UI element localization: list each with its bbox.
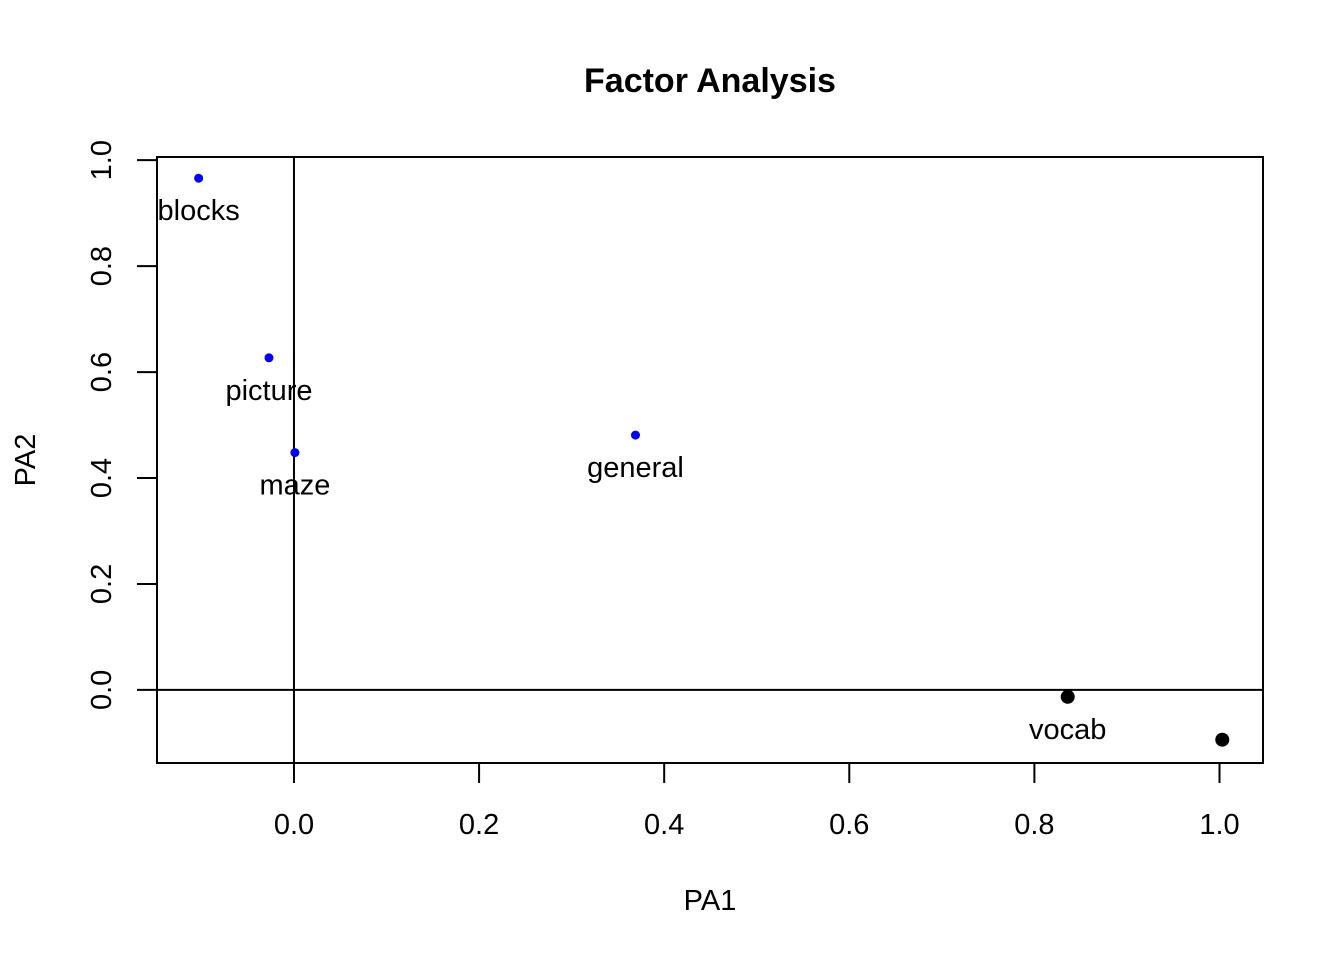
y-tick-label: 0.4 (86, 458, 118, 498)
x-axis: 0.0 0.2 0.4 0.6 0.8 1.0 (274, 762, 1240, 841)
x-tick-label: 0.4 (644, 809, 684, 841)
x-tick-label: 0.2 (459, 809, 499, 841)
x-tick-label: 0.0 (274, 809, 314, 841)
x-tick-label: 1.0 (1199, 809, 1239, 841)
y-tick-label: 0.8 (86, 246, 118, 286)
y-axis-label: PA2 (10, 434, 42, 487)
point-labels-layer: blocks picture maze general vocab (158, 195, 1107, 746)
data-point (194, 173, 204, 183)
point-label: picture (225, 375, 312, 407)
point-label: vocab (1029, 714, 1106, 746)
chart-title: Factor Analysis (584, 62, 836, 100)
point-label: maze (259, 470, 330, 502)
point-label: blocks (158, 195, 240, 227)
y-tick-label: 1.0 (86, 140, 118, 180)
x-tick-label: 0.6 (829, 809, 869, 841)
y-axis: 0.0 0.2 0.4 0.6 0.8 1.0 (86, 140, 158, 710)
y-tick-label: 0.2 (86, 564, 118, 604)
data-point (1215, 732, 1230, 747)
reference-lines (157, 157, 1263, 763)
plot-frame (156, 156, 1264, 764)
x-tick-label: 0.8 (1014, 809, 1054, 841)
data-point (264, 353, 274, 363)
y-tick-label: 0.6 (86, 352, 118, 392)
data-point (630, 430, 640, 440)
data-point (1060, 689, 1075, 704)
data-point (290, 448, 300, 458)
point-label: general (587, 452, 684, 484)
points-layer (194, 173, 1230, 747)
y-tick-label: 0.0 (86, 670, 118, 710)
x-axis-label: PA1 (684, 885, 737, 917)
